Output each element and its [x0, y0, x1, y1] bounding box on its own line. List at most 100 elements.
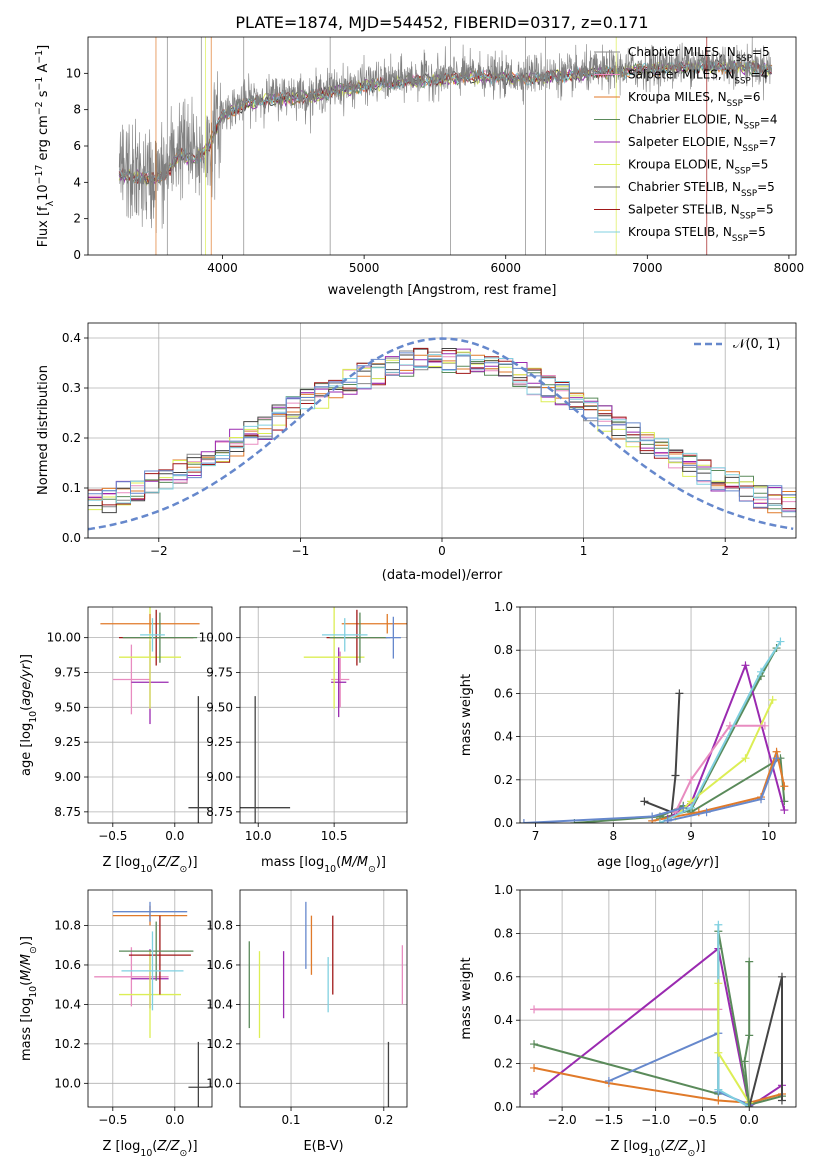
weight-series — [667, 662, 786, 820]
y-tick-label: 0.1 — [62, 481, 81, 495]
y-tick-label: 10.0 — [206, 1076, 233, 1090]
weight-marker — [780, 806, 789, 815]
panel-mass-vs-EBV: 0.1 0.2 10.0 10.2 10.4 10.6 10.8 E(B-V) — [206, 889, 408, 1154]
legend-entry: Salpeter STELIB, NSSP=5 — [628, 203, 774, 222]
legend-entry: Kroupa MILES, NSSP=6 — [628, 90, 761, 109]
axes-frame — [87, 322, 797, 539]
y-tick-label: 10.00 — [47, 631, 81, 645]
weight-marker — [530, 1063, 539, 1072]
y-tick-label: 0.6 — [494, 686, 513, 700]
axes-frame — [519, 606, 797, 824]
y-tick-label: 0.0 — [494, 1100, 513, 1114]
x-tick-label: 0.0 — [165, 1113, 184, 1127]
y-tick-label: 0.4 — [494, 1013, 513, 1027]
weight-marker — [714, 1096, 723, 1105]
y-tick-label: 10.2 — [206, 1037, 233, 1051]
y-tick-label: 0.2 — [494, 773, 513, 787]
y-tick-label: 10.8 — [54, 919, 81, 933]
weight-marker — [772, 754, 781, 763]
x-axis-label: (data-model)/error — [382, 568, 503, 583]
x-tick-label: 0.0 — [740, 1113, 759, 1127]
x-tick-label: 0 — [438, 544, 446, 558]
x-tick-label: −1.5 — [594, 1113, 623, 1127]
y-tick-label: 1.0 — [494, 600, 513, 614]
y-tick-label: 10.4 — [54, 997, 81, 1011]
x-tick-label: 8 — [609, 829, 617, 843]
weight-marker — [780, 782, 789, 791]
weight-marker — [675, 689, 684, 698]
y-tick-label: 8.75 — [54, 805, 81, 819]
weight-series — [743, 961, 751, 1107]
y-tick-label: 0.0 — [62, 531, 81, 545]
x-axis-label: Z [log10(Z/Z⊙)] — [610, 1139, 705, 1159]
y-tick-label: 0.2 — [494, 1057, 513, 1071]
x-tick-label: −1.0 — [641, 1113, 670, 1127]
y-axis-label: mass weight — [459, 957, 474, 1039]
axes-frame — [239, 889, 408, 1108]
x-tick-label: −0.5 — [98, 829, 127, 843]
y-tick-label: 0.2 — [62, 431, 81, 445]
y-tick-label: 10.4 — [206, 997, 233, 1011]
x-tick-label: 0.2 — [374, 1113, 393, 1127]
y-tick-label: 0 — [73, 248, 81, 262]
weight-marker — [757, 667, 766, 676]
y-axis-label: mass [log10(M/M⊙)] — [19, 936, 39, 1061]
y-tick-label: 9.00 — [54, 770, 81, 784]
legend-entry: Chabrier MILES, NSSP=5 — [628, 45, 770, 64]
panel-age-vs-mass: 10.0 10.5 8.75 9.00 9.25 9.50 9.75 10.00 mass [l… — [199, 606, 408, 875]
y-tick-label: 9.75 — [54, 665, 81, 679]
plot-area — [94, 901, 209, 1107]
x-axis-label: wavelength [Angstrom, rest frame] — [328, 283, 557, 298]
plot-area — [88, 337, 796, 538]
x-axis-label: Z [log10(Z/Z⊙)] — [102, 855, 197, 875]
weight-marker — [741, 754, 750, 763]
x-tick-label: 8000 — [774, 261, 805, 275]
weight-marker — [745, 1103, 754, 1107]
x-axis-label: Z [log10(Z/Z⊙)] — [102, 1139, 197, 1159]
weight-series — [659, 641, 782, 823]
y-tick-label: 9.25 — [206, 735, 233, 749]
legend-entry: Kroupa STELIB, NSSP=5 — [628, 225, 766, 244]
weight-marker — [714, 920, 723, 929]
x-tick-label: 10.0 — [245, 829, 272, 843]
weight-series — [533, 931, 783, 1107]
weight-marker — [760, 721, 769, 730]
legend-entry: Salpeter MILES, NSSP=4 — [628, 68, 768, 87]
x-tick-label: 7000 — [632, 261, 663, 275]
axes-frame — [239, 606, 408, 824]
y-axis-label: mass weight — [459, 674, 474, 756]
observed-spectrum — [118, 37, 773, 234]
weight-marker — [741, 661, 750, 670]
legend-entry: Kroupa ELODIE, NSSP=5 — [628, 158, 768, 177]
axes-frame — [87, 36, 797, 256]
axes-frame — [87, 889, 213, 1108]
weight-series — [674, 724, 765, 813]
weight-marker — [671, 771, 680, 780]
weight-marker — [520, 819, 528, 823]
y-axis-label: Flux [fλ10−17 erg cm−2 s−1 A−1] — [34, 45, 56, 247]
y-tick-label: 9.00 — [206, 770, 233, 784]
weight-marker — [530, 1089, 539, 1098]
weight-marker — [679, 803, 688, 812]
y-tick-label: 0.0 — [494, 816, 513, 830]
x-axis-label: age [log10(age/yr)] — [597, 855, 719, 875]
x-tick-label: 4000 — [207, 261, 238, 275]
weight-marker — [663, 816, 672, 823]
x-tick-label: 10.5 — [321, 829, 348, 843]
weight-marker — [640, 797, 649, 806]
panel-mass-weight-vs-Z: −2.0 −1.5 −1.0 −0.5 0.0 0.0 0.2 0.4 0.6 0.8 1.0 Z [… — [459, 883, 797, 1159]
plot-area — [100, 607, 209, 823]
plot-area — [520, 637, 789, 823]
y-tick-label: 8.75 — [206, 805, 233, 819]
y-tick-label: 10.6 — [54, 958, 81, 972]
weight-series — [667, 757, 778, 822]
y-tick-label: 10.0 — [54, 1076, 81, 1090]
weight-marker — [702, 808, 711, 817]
y-tick-label: 2 — [73, 212, 81, 226]
x-tick-label: 0.1 — [281, 1113, 300, 1127]
weight-marker — [655, 819, 664, 823]
weight-marker — [714, 1048, 723, 1057]
y-tick-label: 10.2 — [54, 1037, 81, 1051]
weight-marker — [768, 695, 777, 704]
